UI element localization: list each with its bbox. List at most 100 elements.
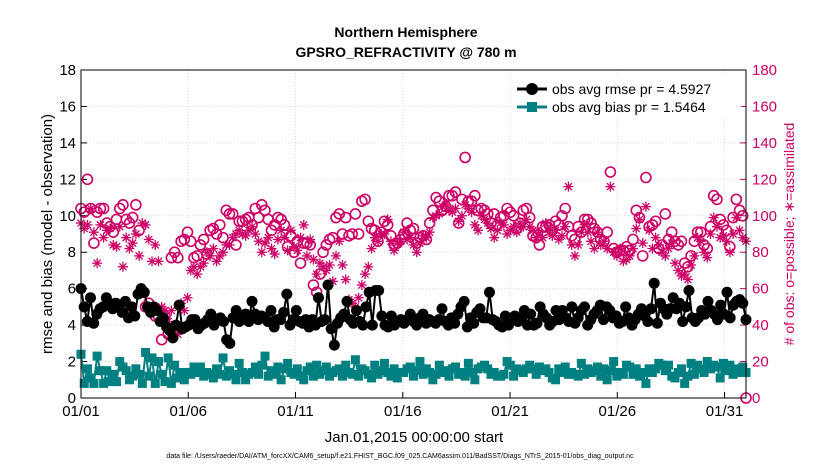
- x-tick-label: 01/11: [277, 403, 313, 420]
- asterisk-stroke: [674, 266, 683, 275]
- assimilated-obs-point: [492, 225, 503, 236]
- asterisk-stroke: [154, 257, 163, 266]
- bias-point: [112, 377, 122, 387]
- asterisk-stroke: [193, 270, 202, 279]
- assimilated-obs-point: [305, 234, 316, 245]
- possible-obs-point: [730, 193, 743, 206]
- legend: obs avg rmse pr = 4.5927 obs avg bias pr…: [512, 76, 741, 118]
- assimilated-obs-point: [666, 238, 677, 249]
- bias-point: [144, 371, 154, 381]
- bias-point: [147, 353, 157, 363]
- asterisk-stroke: [496, 219, 505, 228]
- rmse-point: [173, 299, 185, 311]
- rmse-point: [290, 305, 302, 317]
- assimilated-obs-point: [253, 236, 264, 247]
- x-tick-label: 01/01: [62, 403, 100, 420]
- asterisk-stroke: [574, 240, 583, 249]
- rmse-point: [683, 284, 695, 296]
- asterisk-stroke: [406, 233, 415, 242]
- rmse-point: [468, 317, 480, 329]
- x-tick-label: 01/16: [384, 403, 422, 420]
- asterisk-stroke: [257, 248, 266, 257]
- assimilated-obs-point: [421, 232, 432, 243]
- possible-obs-point: [91, 206, 103, 218]
- assimilated-obs-point: [408, 239, 419, 250]
- assimilated-obs-point: [266, 243, 277, 254]
- bias-point: [441, 366, 451, 376]
- bias-point: [602, 375, 612, 385]
- assimilated-obs-point: [82, 219, 93, 230]
- possible-obs-point: [307, 279, 320, 291]
- asterisk-stroke: [632, 224, 641, 233]
- assimilated-obs-point: [434, 208, 445, 219]
- assimilated-obs-point: [537, 232, 548, 243]
- bias-point: [121, 366, 131, 376]
- asterisk-stroke: [148, 257, 156, 266]
- right-y-tick-label: 160: [752, 98, 777, 115]
- bias-point: [305, 362, 315, 372]
- asterisk-stroke: [490, 233, 499, 242]
- rmse-point: [648, 277, 660, 289]
- assimilated-obs-point: [205, 250, 216, 261]
- assimilated-obs-point: [211, 256, 222, 267]
- bias-point: [350, 355, 360, 365]
- possible-obs-point: [294, 257, 307, 269]
- possible-obs-point: [197, 233, 210, 246]
- possible-obs-point: [81, 173, 94, 186]
- asterisk-stroke: [96, 220, 105, 229]
- bias-point: [92, 351, 102, 361]
- asterisk-stroke: [190, 262, 198, 271]
- assimilated-obs-point: [660, 250, 671, 261]
- asterisk-stroke: [296, 233, 305, 242]
- assimilated-obs-point: [440, 199, 451, 210]
- asterisk-stroke: [199, 259, 208, 268]
- possible-obs-point: [178, 233, 191, 246]
- asterisk-stroke: [580, 220, 589, 229]
- bias-point: [531, 369, 541, 379]
- possible-obs-point: [649, 215, 662, 228]
- asterisk-stroke: [374, 237, 382, 246]
- bias-point: [215, 369, 225, 379]
- possible-obs-point: [262, 213, 275, 226]
- rmse-point: [715, 299, 727, 311]
- asterisk-stroke: [225, 240, 234, 249]
- rmse-point: [341, 295, 353, 307]
- assimilated-obs-point: [279, 232, 290, 243]
- asterisk-stroke: [89, 228, 98, 237]
- assimilated-obs-point: [411, 247, 422, 258]
- bias-point: [676, 364, 686, 374]
- rmse-point: [642, 315, 654, 327]
- asterisk-stroke: [616, 244, 625, 253]
- rmse-point: [313, 292, 324, 304]
- bias-point: [241, 375, 251, 385]
- possible-obs-point: [469, 189, 481, 202]
- asterisk-stroke: [435, 209, 444, 218]
- bias-point: [460, 371, 470, 381]
- rmse-point: [436, 303, 448, 315]
- right-y-tick-label: 140: [752, 135, 777, 152]
- bias-point: [467, 367, 477, 377]
- assimilated-obs-point: [98, 232, 109, 243]
- assimilated-obs-point: [224, 239, 235, 250]
- asterisk-stroke: [457, 211, 466, 220]
- rmse-point: [85, 292, 96, 304]
- assimilated-obs-point: [563, 181, 574, 192]
- asterisk-stroke: [212, 257, 221, 266]
- possible-obs-point: [459, 151, 471, 164]
- asterisk-stroke: [532, 233, 541, 242]
- possible-obs-point: [117, 199, 129, 211]
- rmse-point: [598, 314, 609, 326]
- asterisk-stroke: [248, 222, 257, 231]
- assimilated-obs-point: [105, 223, 116, 234]
- asterisk-stroke: [535, 228, 544, 237]
- asterisk-stroke: [206, 251, 215, 260]
- assimilated-obs-point: [640, 201, 651, 212]
- assimilated-obs-point: [734, 225, 745, 236]
- assimilated-obs-point: [127, 238, 138, 249]
- rmse-point: [620, 301, 632, 313]
- possible-obs-point: [226, 208, 239, 220]
- bias-point: [212, 364, 222, 374]
- possible-obs-point: [317, 246, 329, 259]
- asterisk-stroke: [254, 237, 263, 246]
- bias-point: [131, 364, 141, 374]
